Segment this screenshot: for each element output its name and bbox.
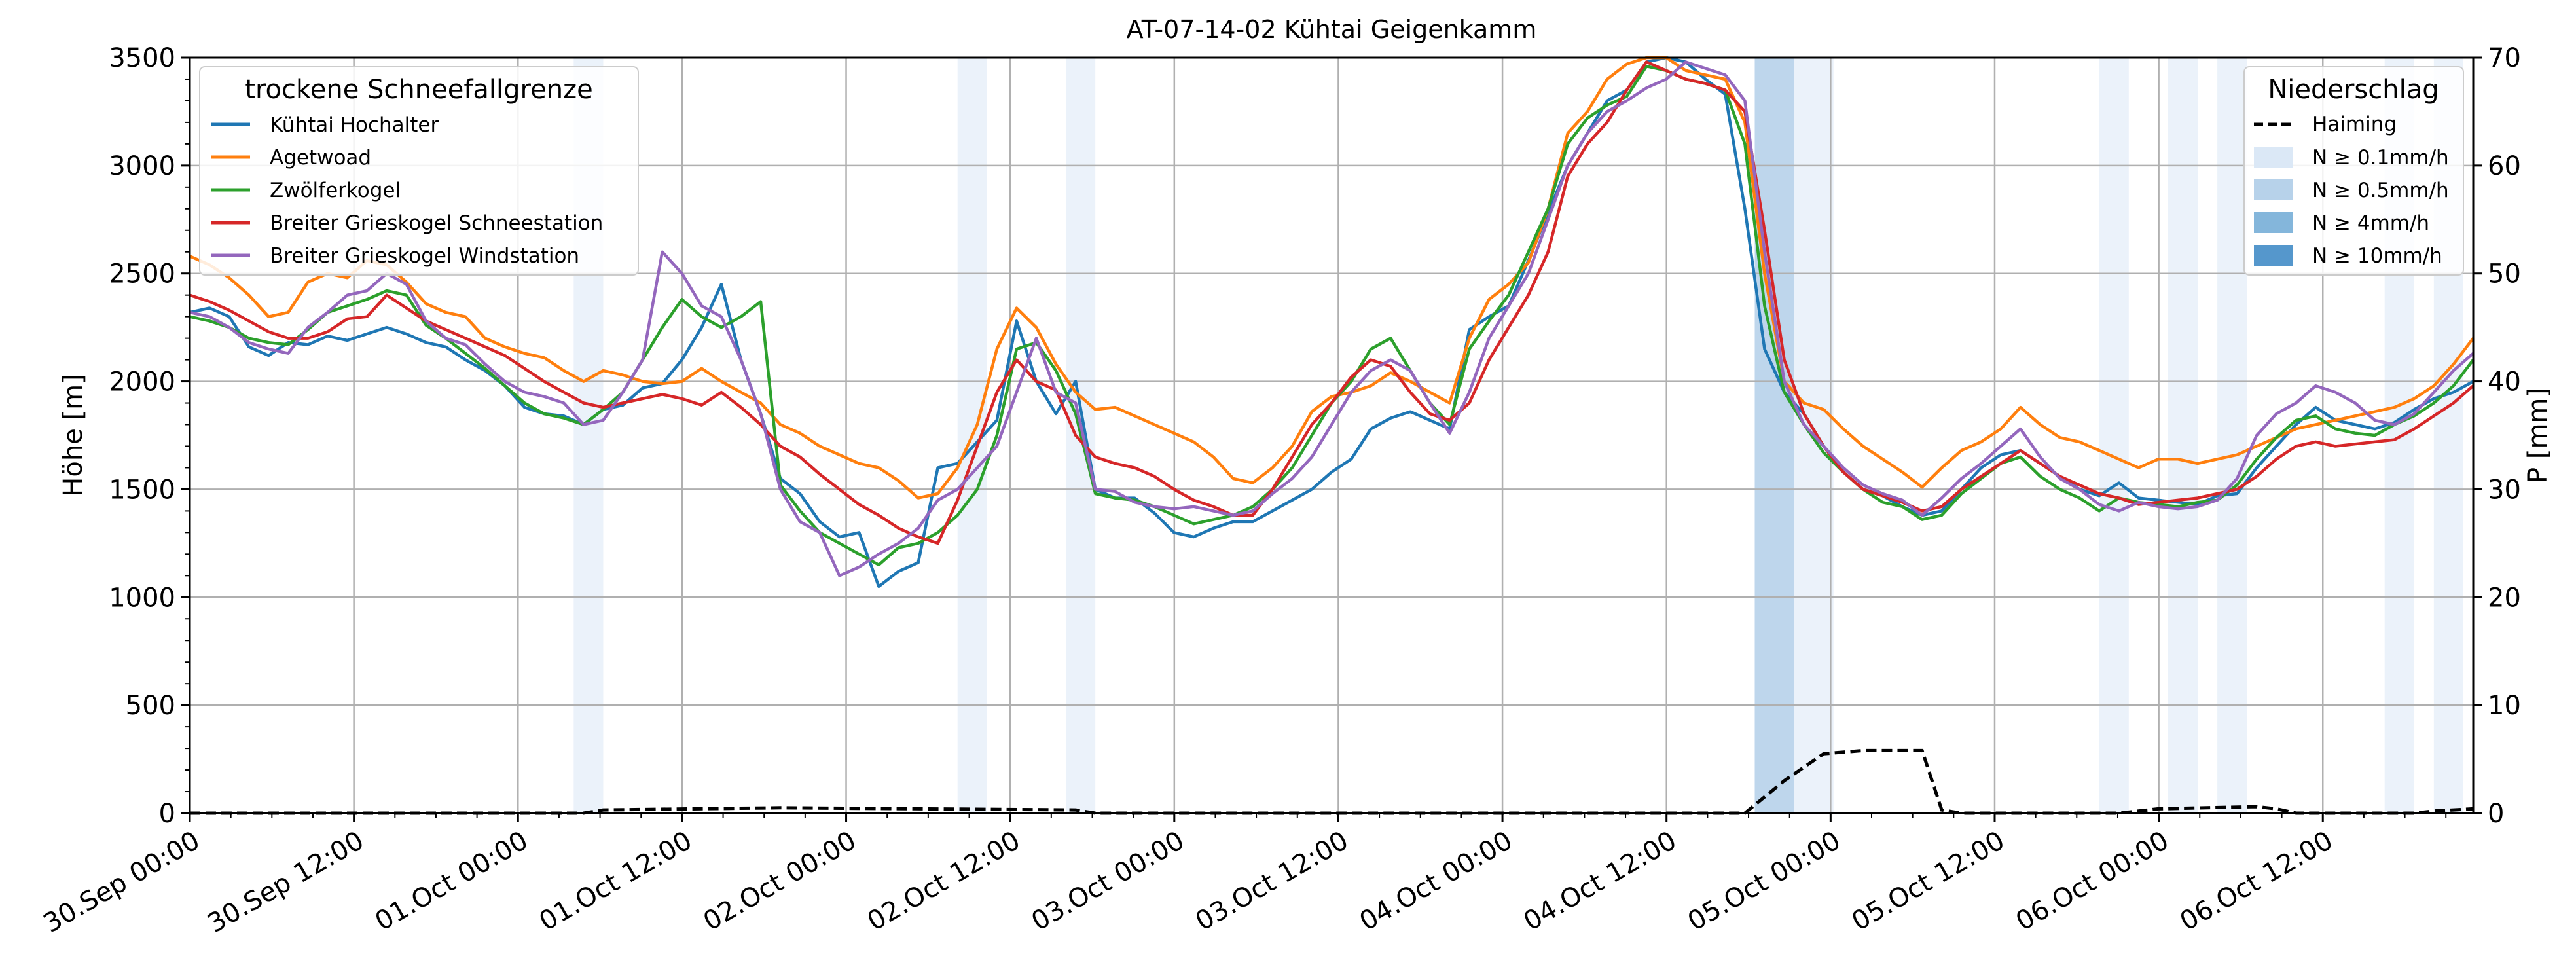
series-line-4 bbox=[189, 60, 2475, 545]
legend-band-swatch bbox=[2254, 147, 2293, 168]
y-tick-label-right: 60 bbox=[2488, 151, 2521, 181]
precipitation-bands bbox=[573, 58, 2463, 813]
legend-snowline-box bbox=[199, 66, 639, 276]
x-tick-label: 03.Oct 12:00 bbox=[1191, 826, 1354, 937]
legend-band-label: N ≥ 10mm/h bbox=[2312, 244, 2442, 268]
legend-snowline-title: trockene Schneefallgrenze bbox=[245, 75, 592, 105]
legend-band-label: N ≥ 0.1mm/h bbox=[2312, 146, 2449, 170]
x-tick-label: 30.Sep 12:00 bbox=[202, 826, 369, 939]
x-tick-label: 01.Oct 00:00 bbox=[370, 826, 533, 937]
legend-snowline-label: Breiter Grieskogel Windstation bbox=[270, 244, 579, 268]
legend-haiming-label: Haiming bbox=[2312, 113, 2397, 136]
legend-precipitation-title: Niederschlag bbox=[2268, 75, 2439, 105]
legend-band-swatch bbox=[2254, 212, 2293, 233]
precip-band bbox=[1754, 58, 1794, 813]
y-tick-label-right: 0 bbox=[2488, 799, 2504, 829]
x-tick-label: 04.Oct 12:00 bbox=[1519, 826, 1682, 937]
y-tick-label-right: 40 bbox=[2488, 367, 2521, 397]
x-tick-label: 02.Oct 00:00 bbox=[698, 826, 862, 937]
haiming-line bbox=[190, 748, 2474, 815]
y-tick-label-left: 3500 bbox=[109, 43, 175, 73]
y-tick-label-left: 0 bbox=[159, 799, 175, 829]
legend-snowline-label: Kühtai Hochalter bbox=[270, 113, 439, 137]
chart-title: AT-07-14-02 Kühtai Geigenkamm bbox=[1127, 15, 1537, 44]
x-tick-label: 05.Oct 00:00 bbox=[1683, 826, 1846, 937]
y-tick-label-right: 30 bbox=[2488, 475, 2521, 505]
y-tick-label-right: 50 bbox=[2488, 259, 2521, 289]
series-line-5 bbox=[189, 60, 2475, 577]
y-tick-label-left: 1000 bbox=[109, 583, 175, 613]
legend-snowline-label: Agetwoad bbox=[270, 146, 371, 170]
y-tick-label-left: 1500 bbox=[109, 475, 175, 505]
x-tick-label: 02.Oct 12:00 bbox=[862, 826, 1025, 937]
y-tick-label-left: 3000 bbox=[109, 151, 175, 181]
x-tick-label: 06.Oct 00:00 bbox=[2011, 826, 2174, 937]
y-tick-label-left: 2500 bbox=[109, 259, 175, 289]
y-tick-label-right: 20 bbox=[2488, 583, 2521, 613]
precip-band bbox=[2217, 58, 2247, 813]
plot-frame bbox=[189, 56, 2475, 814]
precipitation-line bbox=[190, 748, 2474, 815]
x-tick-label: 30.Sep 00:00 bbox=[39, 826, 205, 939]
x-tick-label: 06.Oct 12:00 bbox=[2175, 826, 2338, 937]
series-lines bbox=[189, 56, 2475, 589]
legend-band-label: N ≥ 4mm/h bbox=[2312, 211, 2429, 235]
legend-snowline-label: Breiter Grieskogel Schneestation bbox=[270, 211, 603, 235]
precip-band bbox=[2099, 58, 2129, 813]
x-tick-label: 03.Oct 00:00 bbox=[1026, 826, 1189, 937]
legend-precipitation: Niederschlag Haiming N ≥ 0.1mm/h N ≥ 0.5m… bbox=[2243, 66, 2464, 276]
y-tick-label-right: 70 bbox=[2488, 43, 2521, 73]
y-tick-label-left: 2000 bbox=[109, 367, 175, 397]
y-axis-label-left: Höhe [m] bbox=[58, 374, 88, 496]
legend-precipitation-box bbox=[2243, 66, 2464, 276]
precip-band bbox=[2168, 58, 2198, 813]
y-axis-label-right: P [mm] bbox=[2523, 388, 2553, 483]
legend-snowline: trockene Schneefallgrenze Kühtai Hochalt… bbox=[199, 66, 639, 276]
x-tick-label: 05.Oct 12:00 bbox=[1847, 826, 2010, 937]
legend-band-label: N ≥ 0.5mm/h bbox=[2312, 179, 2449, 202]
series-line-2 bbox=[189, 56, 2475, 500]
y-tick-label-left: 500 bbox=[126, 691, 175, 721]
y-tick-label-right: 10 bbox=[2488, 691, 2521, 721]
legend-band-swatch bbox=[2254, 245, 2293, 266]
legend-snowline-label: Zwölferkogel bbox=[270, 179, 401, 202]
legend-band-swatch bbox=[2254, 179, 2293, 200]
x-tick-label: 01.Oct 12:00 bbox=[534, 826, 697, 937]
x-tick-label: 04.Oct 00:00 bbox=[1354, 826, 1517, 937]
grid-lines bbox=[189, 56, 2473, 814]
